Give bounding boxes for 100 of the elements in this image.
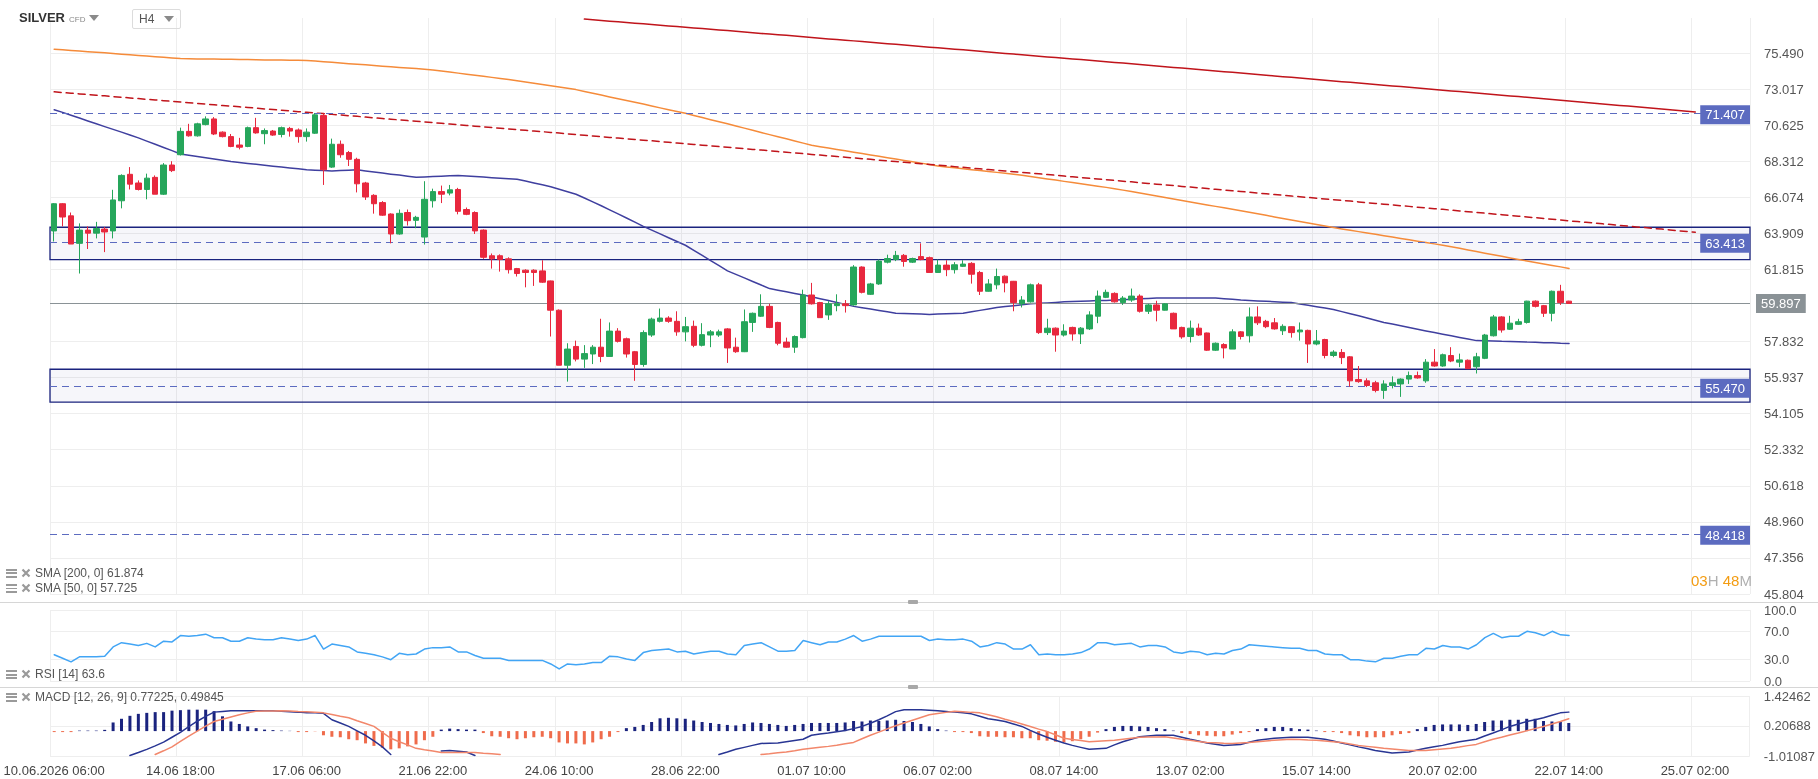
- candlestick: [918, 242, 924, 261]
- y-tick-label: 75.490: [1764, 45, 1804, 61]
- bar: [650, 721, 654, 732]
- candlestick: [598, 318, 604, 363]
- candlestick: [665, 315, 672, 324]
- bar: [229, 721, 233, 732]
- candlestick: [1254, 305, 1261, 326]
- candlestick: [632, 350, 638, 382]
- bar: [136, 713, 140, 732]
- candlestick: [1473, 352, 1480, 374]
- candlestick: [884, 254, 891, 264]
- bar: [557, 731, 561, 743]
- bar: [582, 731, 586, 745]
- line-series: [53, 91, 1697, 234]
- bar: [355, 731, 359, 741]
- bar: [1289, 728, 1293, 732]
- candlestick: [152, 174, 158, 195]
- line-series: [53, 108, 1570, 345]
- candlestick: [211, 116, 217, 136]
- candlestick: [707, 329, 714, 348]
- x-tick-label: 08.07 14:00: [1029, 763, 1099, 778]
- candlestick: [1212, 342, 1219, 352]
- candlestick: [834, 293, 840, 312]
- bar: [1432, 724, 1436, 732]
- bar: [624, 728, 628, 732]
- candlestick: [1364, 377, 1370, 388]
- bar: [1146, 726, 1150, 732]
- candlestick: [1052, 326, 1059, 353]
- candlestick: [842, 299, 849, 314]
- candlestick: [901, 253, 907, 268]
- bar: [347, 731, 351, 740]
- candlestick: [337, 140, 344, 159]
- candlestick: [127, 166, 133, 190]
- candlestick: [160, 162, 167, 196]
- candlestick: [1221, 342, 1227, 359]
- candlestick: [1137, 293, 1143, 314]
- candlestick: [1280, 323, 1286, 336]
- candlestick: [758, 293, 764, 318]
- candlestick: [1027, 283, 1034, 304]
- bar: [591, 731, 595, 743]
- x-tick-label: 20.07 02:00: [1408, 763, 1477, 778]
- candlestick: [775, 321, 781, 346]
- candlestick: [1120, 295, 1126, 306]
- candlestick: [1330, 349, 1337, 358]
- candlestick: [169, 160, 175, 173]
- candlestick: [177, 127, 184, 157]
- candlestick: [1271, 317, 1278, 331]
- candlestick: [76, 222, 83, 275]
- y-tick-label: 57.832: [1764, 334, 1804, 350]
- bar: [574, 731, 578, 744]
- candlestick: [1414, 371, 1421, 380]
- bar: [1272, 726, 1276, 732]
- candlestick: [346, 150, 352, 167]
- bar: [692, 720, 696, 732]
- candlestick: [1103, 289, 1109, 299]
- bar: [490, 731, 494, 737]
- candlestick: [808, 282, 815, 306]
- y-tick-label: 55.937: [1764, 370, 1804, 386]
- candlestick: [245, 126, 251, 148]
- candlestick: [1557, 284, 1564, 306]
- bar: [683, 718, 687, 732]
- candlestick: [1153, 300, 1160, 322]
- bar: [1230, 731, 1234, 735]
- bar: [128, 715, 132, 732]
- ref-line-label: 71.407: [1705, 107, 1745, 123]
- candlestick: [1187, 320, 1194, 343]
- candlestick: [455, 187, 461, 215]
- candlestick: [800, 289, 806, 339]
- candlestick: [68, 212, 74, 245]
- candlestick: [1246, 306, 1253, 343]
- x-tick-label: 21.06 22:00: [398, 763, 468, 778]
- bar: [540, 731, 544, 737]
- candlestick: [144, 173, 150, 200]
- bar: [725, 724, 729, 732]
- bar: [599, 731, 603, 740]
- candlestick: [1431, 348, 1438, 368]
- candlestick: [118, 173, 125, 209]
- bar: [1112, 726, 1116, 732]
- x-tick-label: 15.07 14:00: [1282, 763, 1351, 778]
- bar: [751, 722, 755, 732]
- bar: [1483, 721, 1487, 732]
- candlestick: [1036, 282, 1042, 335]
- candlestick: [1078, 326, 1084, 345]
- candlestick: [320, 112, 327, 186]
- x-tick-label: 13.07 02:00: [1155, 763, 1225, 778]
- candlestick: [1019, 295, 1025, 308]
- y-tick-label: 47.356: [1764, 550, 1804, 566]
- bar: [1205, 731, 1209, 736]
- bar: [717, 723, 721, 732]
- x-tick-label: 01.07 10:00: [777, 763, 846, 778]
- y-tick-label: 70.625: [1764, 117, 1804, 133]
- candlestick: [590, 344, 596, 365]
- candlestick: [480, 228, 487, 260]
- bar: [1457, 724, 1461, 732]
- candlestick: [261, 127, 268, 145]
- candlestick: [850, 264, 857, 307]
- bar: [666, 717, 670, 732]
- candlestick: [362, 181, 369, 201]
- candlestick: [438, 185, 445, 204]
- line-series: [53, 630, 1570, 670]
